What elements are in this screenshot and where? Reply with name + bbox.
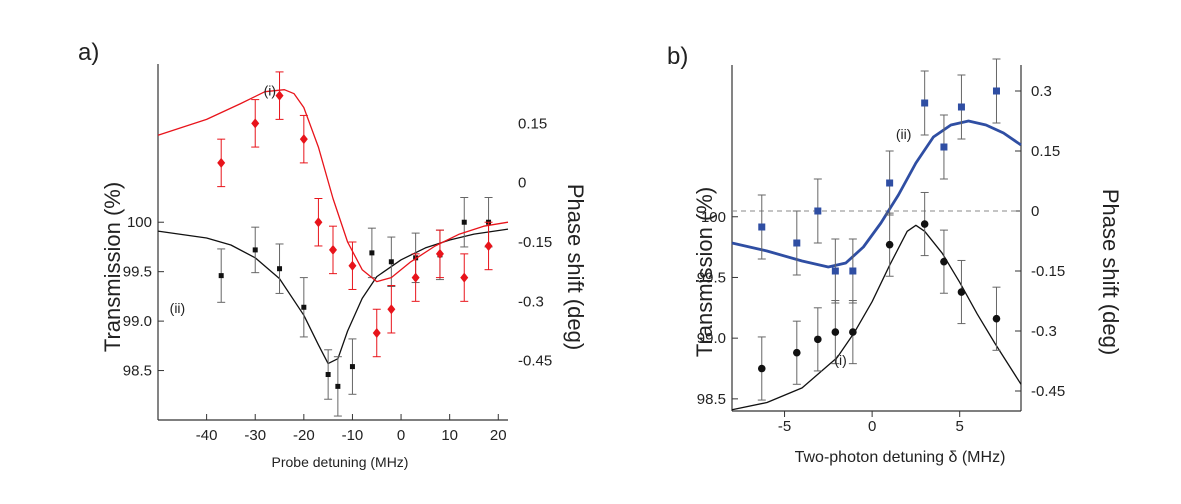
chart-b-data-point bbox=[886, 179, 894, 187]
chart-a-y-tick-label-right: 0.15 bbox=[518, 115, 547, 132]
chart-a-y-tick-label-right: -0.3 bbox=[518, 293, 544, 310]
chart-a-x-label: Probe detuning (MHz) bbox=[272, 454, 409, 470]
chart-a-data-point bbox=[369, 250, 375, 256]
chart-b-x-tick-label: 0 bbox=[868, 418, 876, 435]
chart-b-data-point bbox=[940, 257, 948, 266]
chart-b-y-label-right: Phase shift (deg) bbox=[1098, 189, 1123, 355]
chart-b-y-label-left: Transmission (%) bbox=[692, 187, 717, 357]
chart-a-annotation: (ii) bbox=[170, 300, 186, 316]
chart-a-x-tick-label: 20 bbox=[490, 427, 507, 444]
chart-b-y-tick-label-left: 100 bbox=[701, 209, 726, 226]
chart-b-data-point bbox=[757, 364, 766, 373]
chart-b-data-point bbox=[814, 207, 822, 215]
chart-b-annotation: (ii) bbox=[896, 126, 912, 142]
chart-a-data-point bbox=[335, 383, 341, 389]
chart-b-y-tick-label-right: 0.15 bbox=[1031, 143, 1060, 160]
chart-b-y-tick-label-right: 0 bbox=[1031, 203, 1039, 220]
chart-b-data-point bbox=[849, 267, 857, 275]
chart-a-data-point bbox=[275, 90, 284, 101]
chart-b-data-point bbox=[885, 240, 894, 249]
chart-a-y-tick-label-right: -0.45 bbox=[518, 353, 552, 370]
chart-b-x-tick-label: -5 bbox=[778, 418, 791, 435]
chart-a-x-tick-label: -40 bbox=[196, 427, 218, 444]
chart-b-data-point bbox=[814, 335, 822, 344]
panel-label-b: b) bbox=[667, 43, 688, 70]
chart-a-data-point bbox=[435, 248, 444, 259]
chart-a-data-point bbox=[388, 259, 394, 265]
chart-b-data-point bbox=[921, 99, 929, 107]
chart-b-y-tick-label-left: 99.5 bbox=[697, 269, 726, 286]
chart-a-data-point bbox=[411, 272, 420, 283]
chart-a-data-point bbox=[372, 327, 381, 338]
chart-a-data-point bbox=[252, 247, 258, 253]
chart-a-x-tick-label: -10 bbox=[342, 427, 364, 444]
chart-a-y-label-left: Transmission (%) bbox=[100, 182, 125, 352]
chart-b-y-tick-label-right: -0.15 bbox=[1031, 263, 1065, 280]
chart-b-data-point bbox=[849, 328, 857, 336]
chart-a-x-tick-label: -30 bbox=[244, 427, 266, 444]
chart-a-data-point bbox=[301, 304, 307, 310]
chart-a-data-point bbox=[314, 217, 323, 228]
chart-b-data-point bbox=[831, 267, 839, 275]
chart-a-y-label-right: Phase shift (deg) bbox=[563, 184, 588, 350]
chart-a-data-point bbox=[277, 266, 283, 272]
chart-a-data-point bbox=[299, 134, 308, 145]
chart-a-x-tick-label: 10 bbox=[441, 427, 458, 444]
chart-b-data-point bbox=[793, 239, 801, 247]
panel-label-a: a) bbox=[78, 39, 99, 66]
chart-a-y-tick-label-left: 99.5 bbox=[123, 264, 152, 281]
chart-b-y-tick-label-right: -0.45 bbox=[1031, 383, 1065, 400]
chart-b-data-point bbox=[758, 223, 766, 231]
chart-a-y-tick-label-left: 98.5 bbox=[123, 363, 152, 380]
chart-b-y-tick-label-left: 98.5 bbox=[697, 391, 726, 408]
chart-a-data-point bbox=[460, 272, 469, 283]
chart-b-y-tick-label-right: -0.3 bbox=[1031, 323, 1057, 340]
chart-a-y-tick-label-left: 100 bbox=[127, 214, 152, 231]
chart-a-data-point bbox=[218, 273, 224, 279]
chart-a-fit-line-1 bbox=[157, 89, 509, 283]
chart-b-x-label: Two-photon detuning δ (MHz) bbox=[795, 449, 1006, 466]
chart-b-fit-line-0 bbox=[731, 119, 1022, 269]
chart-a-data-point bbox=[329, 244, 337, 255]
chart-b-data-point bbox=[957, 103, 965, 111]
chart-b: b) Transmission (%) Phase shift (deg) Tw… bbox=[667, 43, 1123, 466]
chart-a-data-point bbox=[251, 118, 260, 129]
chart-a: a) Transmission (%) Phase shift (deg) Pr… bbox=[78, 39, 588, 470]
chart-b-y-tick-label-right: 0.3 bbox=[1031, 83, 1052, 100]
chart-b-fit-line-1 bbox=[731, 224, 1022, 411]
chart-a-y-tick-label-left: 99.0 bbox=[123, 313, 152, 330]
chart-a-x-tick-label: -20 bbox=[293, 427, 315, 444]
chart-a-annotation: (i) bbox=[264, 83, 276, 99]
chart-b-data-point bbox=[957, 288, 966, 296]
chart-a-data-point bbox=[387, 304, 396, 315]
chart-a-y-tick-label-right: -0.15 bbox=[518, 234, 552, 251]
chart-b-data-point bbox=[992, 314, 1001, 323]
chart-a-data-point bbox=[348, 260, 357, 271]
chart-b-data-point bbox=[920, 220, 929, 228]
chart-b-data-point bbox=[793, 348, 801, 357]
chart-b-data-point bbox=[831, 328, 840, 336]
chart-b-data-point bbox=[940, 143, 948, 151]
chart-a-data-point bbox=[349, 364, 355, 370]
chart-b-x-tick-label: 5 bbox=[956, 418, 964, 435]
chart-a-data-point bbox=[217, 157, 226, 168]
chart-a-x-tick-label: 0 bbox=[397, 427, 405, 444]
chart-a-y-tick-label-right: 0 bbox=[518, 175, 526, 192]
chart-a-data-point bbox=[484, 240, 493, 251]
chart-b-y-tick-label-left: 99.0 bbox=[697, 330, 726, 347]
chart-b-annotation: (i) bbox=[834, 352, 846, 368]
chart-a-data-point bbox=[325, 372, 331, 378]
chart-b-data-point bbox=[992, 87, 1000, 95]
chart-a-data-point bbox=[461, 219, 467, 225]
